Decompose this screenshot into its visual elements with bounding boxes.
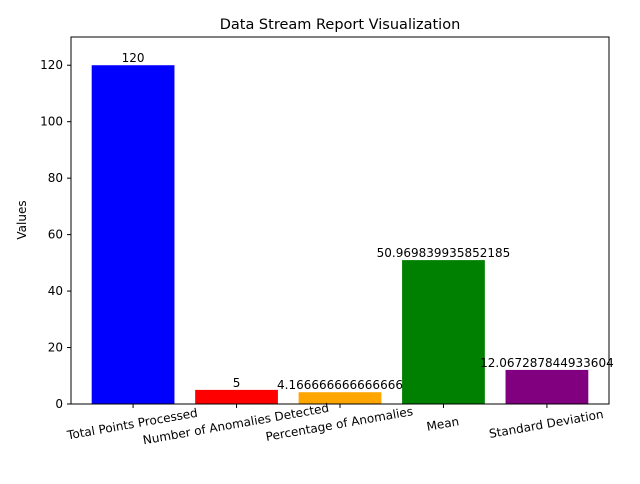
bar-value-label-1: 120 (122, 51, 145, 65)
value-labels-group: 120 5 4.166666666666666 50.969839935852185 1… (122, 51, 614, 392)
bar-value-label-2: 5 (233, 376, 241, 390)
bar-value-label-3: 4.166666666666666 (277, 378, 403, 392)
y-tick-label-0: 0 (55, 397, 63, 411)
bar-value-label-5: 12.067287844933604 (480, 356, 614, 370)
bar-3 (298, 392, 382, 404)
bar-value-label-4: 50.969839935852185 (377, 246, 511, 260)
y-tick-label-2: 40 (48, 284, 63, 298)
plot-frame (70, 36, 610, 405)
bar-1 (91, 65, 175, 404)
y-tick-label-6: 120 (40, 58, 63, 72)
y-axis-ticks: 0 20 40 60 80 100 120 (40, 58, 71, 411)
bar-2 (195, 389, 278, 404)
bar-5 (505, 369, 589, 404)
y-tick-label-5: 100 (40, 115, 63, 129)
x-tick-label-5: Standard Deviation (488, 407, 604, 441)
x-tick-label-4: Mean (425, 414, 460, 433)
bar-4 (402, 260, 485, 404)
y-axis-label: Values (15, 200, 29, 239)
y-tick-label-3: 60 (48, 228, 63, 242)
y-tick-label-4: 80 (48, 171, 63, 185)
y-tick-label-1: 20 (48, 341, 63, 355)
bars-group (91, 65, 589, 404)
chart-title: Data Stream Report Visualization (220, 17, 461, 33)
